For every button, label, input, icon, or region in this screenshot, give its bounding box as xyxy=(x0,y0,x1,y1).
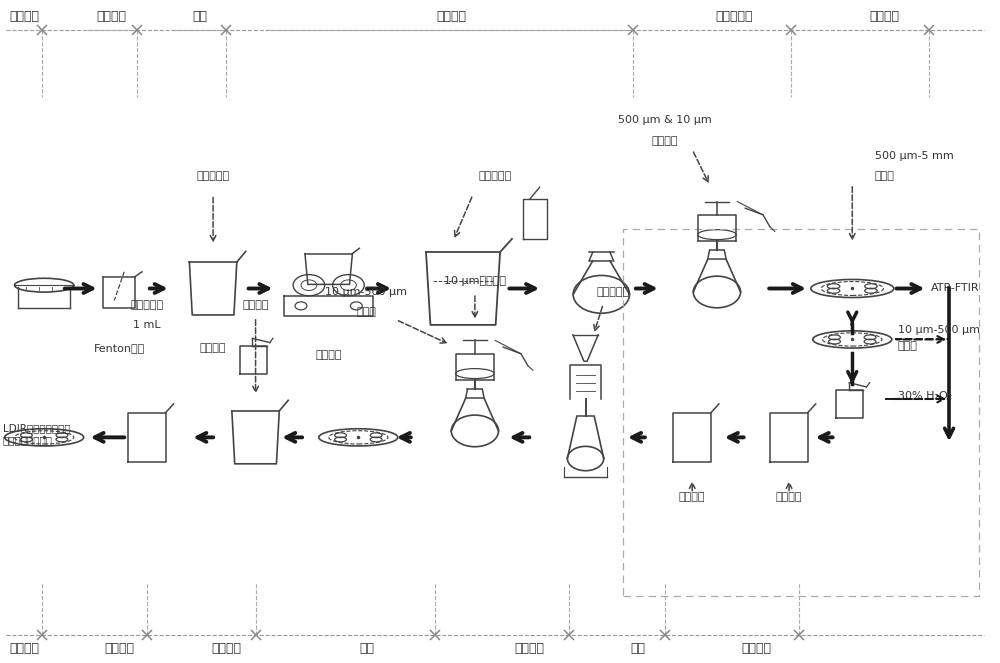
Text: 上机检测: 上机检测 xyxy=(9,642,39,656)
Text: 初次消解: 初次消解 xyxy=(97,9,127,23)
Text: 饱和盐溶液: 饱和盐溶液 xyxy=(597,287,630,297)
Text: 分粒级过滤: 分粒级过滤 xyxy=(715,9,753,23)
Text: 10 μm金属滤膜: 10 μm金属滤膜 xyxy=(444,276,506,286)
Text: 30% H₂O₂: 30% H₂O₂ xyxy=(898,391,952,401)
Text: 1 mL: 1 mL xyxy=(133,320,161,330)
Text: 饱和盐溶液: 饱和盐溶液 xyxy=(478,171,511,181)
Text: 乙醇溶解: 乙醇溶解 xyxy=(211,642,241,656)
Text: 金属滤膜: 金属滤膜 xyxy=(651,137,678,147)
Text: 超声震荡: 超声震荡 xyxy=(776,492,802,502)
Text: LDIR（激光红外成像
系统）全自动测样: LDIR（激光红外成像 系统）全自动测样 xyxy=(3,423,70,445)
Text: 烘干: 烘干 xyxy=(630,642,645,656)
Text: 氮吹浓缩: 氮吹浓缩 xyxy=(104,642,134,656)
Text: 微塑料: 微塑料 xyxy=(356,307,376,317)
Text: 10 μm-500 μm: 10 μm-500 μm xyxy=(898,325,980,335)
Text: 二次消解: 二次消解 xyxy=(741,642,771,656)
Text: 二次浮选: 二次浮选 xyxy=(514,642,544,656)
Text: 乙醇溶液: 乙醇溶液 xyxy=(242,300,269,310)
Text: 烘箱蒸干: 烘箱蒸干 xyxy=(679,492,705,502)
Text: 10 μm-500 μm: 10 μm-500 μm xyxy=(325,287,407,297)
Text: 500 μm & 10 μm: 500 μm & 10 μm xyxy=(618,115,711,125)
Text: 上机检测: 上机检测 xyxy=(870,9,900,23)
Text: 过滤: 过滤 xyxy=(360,642,375,656)
Text: 微塑料: 微塑料 xyxy=(875,171,895,181)
Text: 饱和盐溶液: 饱和盐溶液 xyxy=(197,171,230,181)
Text: Fenton试剂: Fenton试剂 xyxy=(94,343,145,353)
Text: 氮吹浓缩至: 氮吹浓缩至 xyxy=(130,300,163,310)
Text: 磁力搅拌: 磁力搅拌 xyxy=(315,350,342,360)
Text: 500 μm-5 mm: 500 μm-5 mm xyxy=(875,151,954,162)
Text: ATR-FTIR: ATR-FTIR xyxy=(931,284,980,294)
Text: 风干过筛: 风干过筛 xyxy=(9,9,39,23)
Text: 烘干: 烘干 xyxy=(192,9,207,23)
Text: 烘箱蒸干: 烘箱蒸干 xyxy=(200,343,226,353)
Text: 初次浮选: 初次浮选 xyxy=(436,9,466,23)
Text: 微塑料: 微塑料 xyxy=(898,341,918,351)
